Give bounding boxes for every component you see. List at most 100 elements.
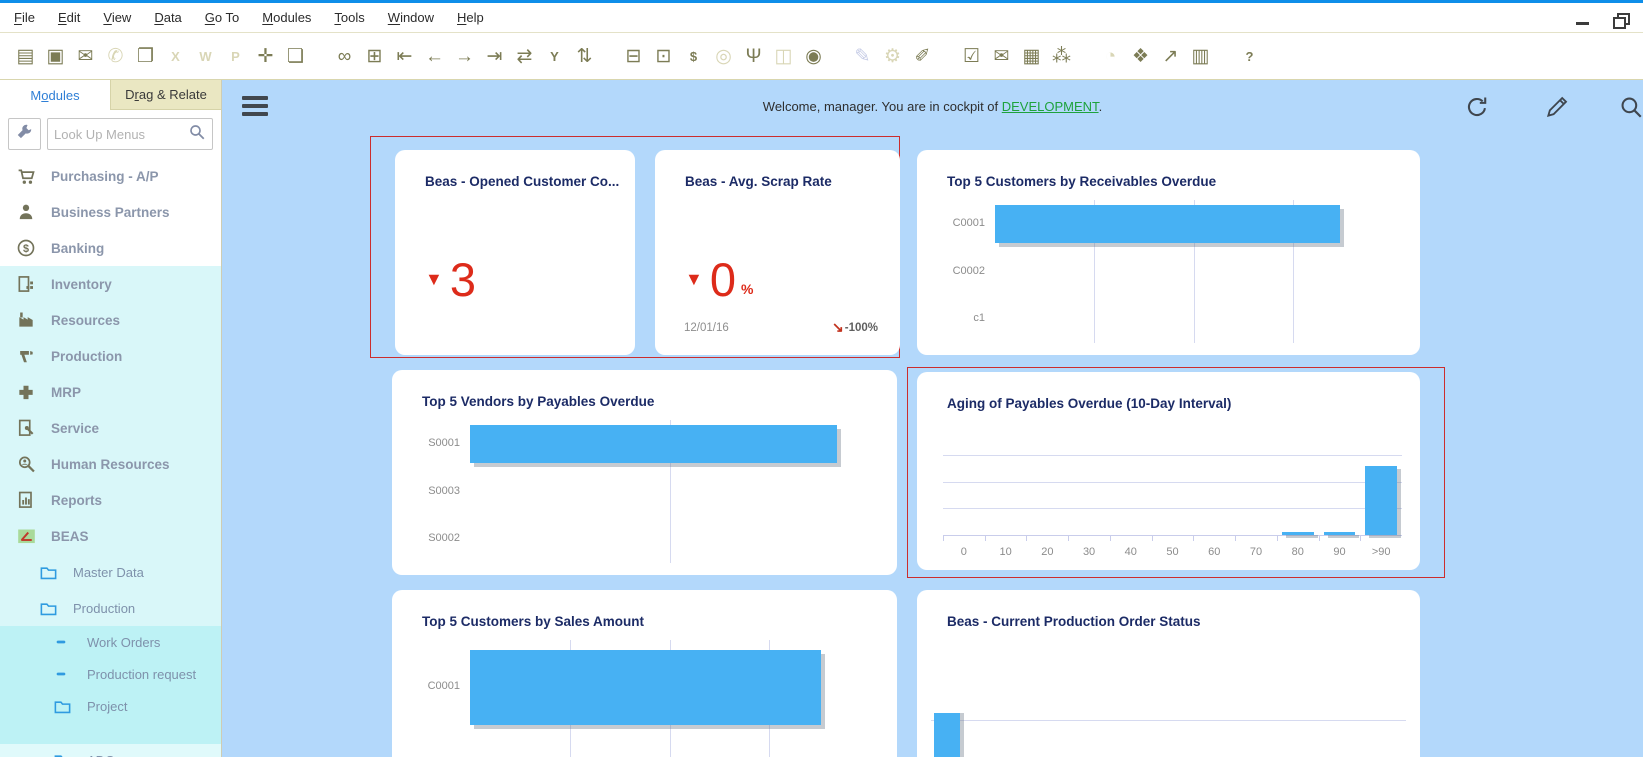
sidebar-item-production[interactable]: Production bbox=[0, 338, 221, 374]
menu-view[interactable]: View bbox=[103, 10, 132, 25]
refresh-record-icon[interactable]: ⇄ bbox=[516, 45, 533, 67]
axis-label-40: 40 bbox=[1124, 546, 1137, 558]
sidebar-item-resources[interactable]: Resources bbox=[0, 302, 221, 338]
find-icon[interactable]: ∞ bbox=[337, 45, 352, 67]
plot-area bbox=[470, 420, 869, 563]
bar-80[interactable] bbox=[1281, 531, 1314, 535]
print-preview-icon[interactable]: ▤ bbox=[16, 45, 35, 67]
search-icon[interactable] bbox=[188, 123, 206, 146]
help-icon[interactable]: ? bbox=[1245, 48, 1254, 64]
user-menu-button[interactable] bbox=[8, 118, 41, 150]
add-record-icon[interactable]: ⊞ bbox=[366, 45, 383, 67]
sidebar-item-label: Production bbox=[73, 600, 136, 616]
previous-record-icon[interactable]: ← bbox=[425, 45, 444, 67]
bar-status[interactable] bbox=[934, 713, 960, 757]
next-record-icon[interactable]: → bbox=[455, 45, 474, 67]
copy-special-icon[interactable]: ❐ bbox=[136, 45, 155, 67]
toolbar-group: ∞ ⊞ ⇤ ← → ⇥ ⇄ Y ⇅ bbox=[332, 43, 602, 69]
axis-label-c0002: C0002 bbox=[952, 264, 985, 277]
sidebar-item-beas[interactable]: BEAS bbox=[0, 518, 221, 554]
target-document-icon[interactable]: ⊡ bbox=[655, 45, 672, 67]
lookup-menus-input[interactable] bbox=[54, 126, 188, 142]
form-settings-icon[interactable]: ✐ bbox=[914, 45, 931, 67]
kpi-value: ▼ 0% bbox=[685, 256, 753, 303]
filter-icon[interactable]: Y bbox=[550, 48, 559, 64]
menu-edit[interactable]: Edit bbox=[57, 10, 81, 25]
search-cockpit-icon[interactable] bbox=[1618, 94, 1643, 120]
sidebar-item-production[interactable]: Production bbox=[0, 590, 221, 626]
kpi-change: ↘ -100% bbox=[832, 319, 878, 336]
bar-slot bbox=[1318, 430, 1361, 541]
messages-icon[interactable]: ✉ bbox=[993, 45, 1010, 67]
bar-slot bbox=[1235, 430, 1277, 541]
bar-slots bbox=[943, 430, 1402, 541]
print-icon[interactable]: ▣ bbox=[46, 45, 65, 67]
sidebar-item-inventory[interactable]: Inventory bbox=[0, 266, 221, 302]
sort-icon[interactable]: ⇅ bbox=[576, 45, 593, 67]
sidebar-item-master-data[interactable]: Master Data bbox=[0, 554, 221, 590]
bar-90[interactable] bbox=[1323, 531, 1356, 535]
volume-weight-icon[interactable]: Ψ bbox=[745, 45, 762, 67]
document-settings-icon: ⚙ bbox=[883, 45, 902, 67]
first-record-icon[interactable]: ⇤ bbox=[396, 45, 413, 67]
bar-c0001[interactable] bbox=[995, 205, 1341, 243]
cockpit-link[interactable]: DEVELOPMENT bbox=[1001, 99, 1099, 114]
sidebar-item-human-resources[interactable]: Human Resources bbox=[0, 446, 221, 482]
last-record-icon[interactable]: ⇥ bbox=[486, 45, 503, 67]
svg-text:$: $ bbox=[23, 243, 29, 255]
sidebar-item-reports[interactable]: Reports bbox=[0, 482, 221, 518]
lock-screen-icon[interactable]: ❏ bbox=[286, 45, 305, 67]
menu-window[interactable]: Window bbox=[387, 10, 435, 25]
gridline bbox=[943, 507, 1402, 509]
widget-gallery-icon[interactable]: ❖ bbox=[1131, 45, 1150, 67]
alerts-icon[interactable]: ☑ bbox=[962, 45, 981, 67]
minimize-button[interactable] bbox=[1576, 22, 1589, 25]
refresh-cockpit-icon[interactable] bbox=[1464, 94, 1490, 120]
sidebar-item-label: Master Data bbox=[73, 564, 144, 580]
menu-modules[interactable]: Modules bbox=[262, 10, 312, 25]
report-doc-icon[interactable]: ▥ bbox=[1191, 45, 1210, 67]
sidebar-spacer bbox=[0, 722, 221, 744]
plot-area bbox=[470, 640, 869, 757]
chart-analysis-icon[interactable]: ↗ bbox=[1162, 45, 1179, 67]
org-chart-icon[interactable]: ⁂ bbox=[1052, 45, 1071, 67]
sidebar-item-label: Business Partners bbox=[51, 204, 170, 220]
inventory-icon bbox=[14, 274, 38, 294]
sidebar-item-label: Reports bbox=[51, 492, 103, 508]
export-excel-icon: X bbox=[171, 48, 180, 64]
sidebar-item-production-request[interactable]: Production request bbox=[0, 658, 221, 690]
hamburger-menu-icon[interactable] bbox=[242, 96, 268, 120]
menu-help[interactable]: Help bbox=[457, 10, 484, 25]
menu-tools[interactable]: Tools bbox=[334, 10, 365, 25]
axis-label-10: 10 bbox=[999, 546, 1012, 558]
sidebar-item-work-orders[interactable]: Work Orders bbox=[0, 626, 221, 658]
transaction-journal-icon[interactable]: ◉ bbox=[805, 45, 822, 67]
edit-cockpit-icon[interactable] bbox=[1544, 94, 1570, 120]
menu-data[interactable]: Data bbox=[154, 10, 182, 25]
menu-file[interactable]: File bbox=[14, 10, 35, 25]
email-icon[interactable]: ✉ bbox=[77, 45, 94, 67]
bar-s0001[interactable] bbox=[470, 425, 838, 463]
sidebar-group-cyan: Inventory Resources Production MRP Service Hu… bbox=[0, 266, 221, 626]
sidebar-item-purchasing-a-p[interactable]: Purchasing - A/P bbox=[0, 158, 221, 194]
sidebar-item-adc[interactable]: ADC bbox=[0, 744, 221, 757]
bar-c0001[interactable] bbox=[470, 650, 822, 725]
sidebar-item-business-partners[interactable]: Business Partners bbox=[0, 194, 221, 230]
widget-title: Top 5 Customers by Receivables Overdue bbox=[947, 174, 1217, 189]
bar-90[interactable] bbox=[1365, 465, 1398, 535]
restore-button[interactable] bbox=[1613, 13, 1630, 29]
widget-kpi-open-complaints: Beas - Opened Customer Co... ▼ 3 bbox=[395, 150, 635, 355]
bar-slot bbox=[1360, 430, 1402, 541]
sidebar-item-project[interactable]: Project bbox=[0, 690, 221, 722]
payment-means-icon[interactable]: $ bbox=[689, 48, 698, 64]
sidebar-item-banking[interactable]: $ Banking bbox=[0, 230, 221, 266]
menu-go-to[interactable]: Go To bbox=[204, 10, 240, 25]
gridline bbox=[943, 455, 1402, 457]
calendar-icon[interactable]: ▦ bbox=[1022, 45, 1041, 67]
sidebar-item-service[interactable]: Service bbox=[0, 410, 221, 446]
sidebar-item-mrp[interactable]: MRP bbox=[0, 374, 221, 410]
base-document-icon[interactable]: ⊟ bbox=[625, 45, 642, 67]
launch-application-icon[interactable]: ✛ bbox=[257, 45, 274, 67]
